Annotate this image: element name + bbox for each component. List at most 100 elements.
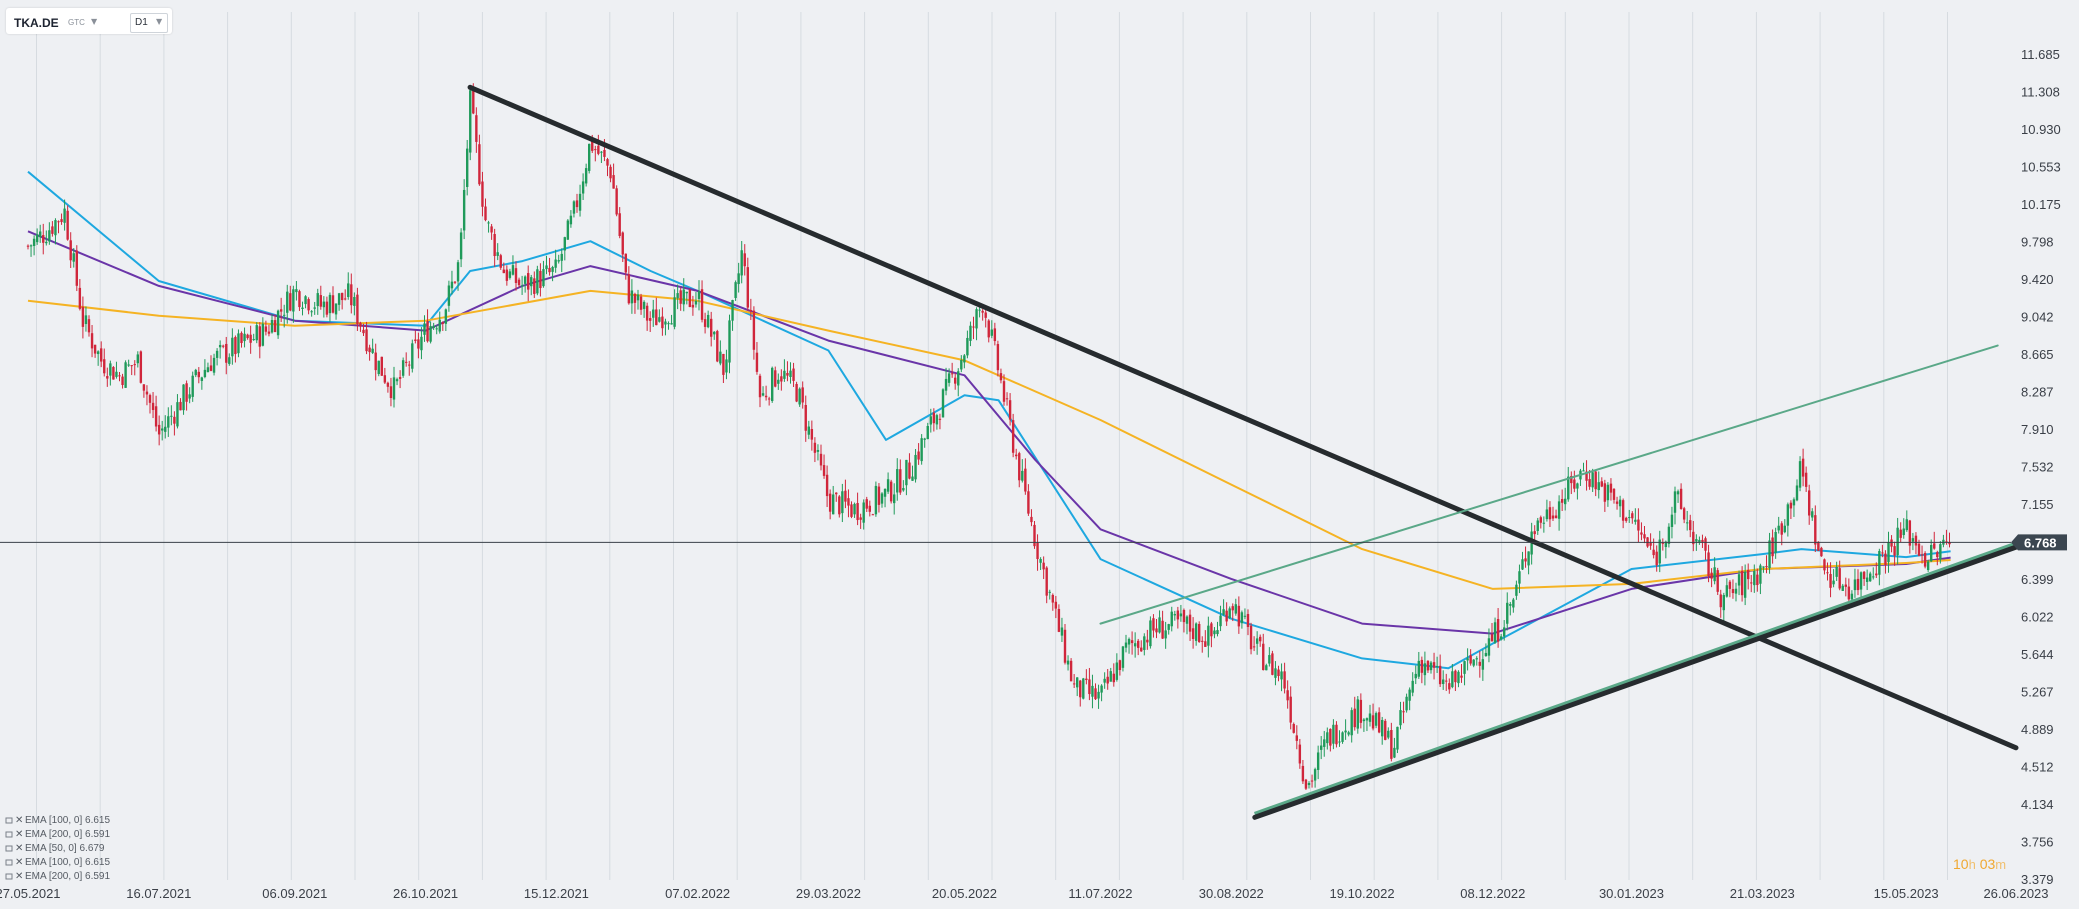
candle-body xyxy=(493,233,496,257)
candle-body xyxy=(719,351,722,364)
candle-body xyxy=(90,333,94,349)
candle-body xyxy=(1402,711,1405,713)
candle-body xyxy=(234,337,237,355)
candle-body xyxy=(1353,708,1356,728)
candle-body xyxy=(72,253,75,262)
candle-body xyxy=(1170,611,1173,627)
candle-body xyxy=(883,488,887,497)
candle-body xyxy=(697,291,701,300)
candle-body xyxy=(209,365,213,371)
candle-body xyxy=(1762,566,1765,568)
legend-row[interactable]: ✕ EMA [200, 0] 6.591 xyxy=(5,871,110,882)
candle-body xyxy=(539,270,542,289)
candle-body xyxy=(682,289,685,305)
chevron-down-icon[interactable]: ▼ xyxy=(156,17,163,26)
candle-body xyxy=(810,429,814,440)
legend-row[interactable]: ✕ EMA [200, 0] 6.591 xyxy=(5,829,110,840)
candle-body xyxy=(609,166,612,179)
trend-lines[interactable] xyxy=(467,84,2019,820)
candle-body xyxy=(649,318,652,321)
y-tick-label: 6.399 xyxy=(2021,572,2054,587)
chevron-down-icon[interactable]: ▼ xyxy=(91,17,98,26)
legend-row[interactable]: ✕ EMA [100, 0] 6.615 xyxy=(5,857,110,868)
close-icon[interactable]: ✕ xyxy=(15,815,23,826)
candle-body xyxy=(1719,594,1722,608)
candle-body xyxy=(1704,538,1707,551)
candle-body xyxy=(1277,669,1280,677)
candle-body xyxy=(1780,523,1783,535)
candle-body xyxy=(429,326,432,342)
candle-body xyxy=(1698,539,1701,543)
candle-body xyxy=(725,359,728,373)
candle-body xyxy=(554,259,557,268)
candle-body xyxy=(1420,659,1424,673)
channel-top-line[interactable] xyxy=(1099,344,1999,625)
symbol-label[interactable]: TKA.DE xyxy=(14,16,59,30)
candle-body xyxy=(1811,511,1814,518)
candle-body xyxy=(1115,662,1119,680)
downtrend-line[interactable] xyxy=(467,84,2019,751)
candle-body xyxy=(935,415,939,425)
candle-body xyxy=(328,294,332,314)
legend-row[interactable]: ✕ EMA [100, 0] 6.615 xyxy=(5,815,110,826)
candle-body xyxy=(1829,573,1832,588)
candle-body xyxy=(664,321,667,325)
candle-body xyxy=(1472,659,1475,666)
candle-body xyxy=(1826,572,1829,574)
candle-body xyxy=(1054,601,1058,609)
candle-body xyxy=(1945,541,1948,543)
candle-body xyxy=(1658,539,1661,564)
candle-body xyxy=(514,268,518,283)
y-axis[interactable]: 11.685 11.308 10.930 10.553 10.175 9.798 9.420… xyxy=(2021,47,2061,887)
candle-body xyxy=(978,309,981,311)
candle-body xyxy=(1524,558,1527,562)
candle-body xyxy=(990,329,993,336)
candle-body xyxy=(453,281,457,283)
candle-body xyxy=(1606,484,1610,501)
candle-body xyxy=(722,353,725,375)
candle-body xyxy=(371,348,374,353)
indicator-legend[interactable]: ✕ EMA [100, 0] 6.615 ✕ EMA [200, 0] 6.591 ✕ E… xyxy=(5,815,110,882)
candle-body xyxy=(286,291,289,313)
close-icon[interactable]: ✕ xyxy=(15,843,23,854)
legend-row[interactable]: ✕ EMA [50, 0] 6.679 xyxy=(5,843,105,854)
candle-timer: 10h 03m xyxy=(1953,856,2006,872)
uptrend-support-line[interactable] xyxy=(1252,544,2019,820)
candle-body xyxy=(1265,665,1268,671)
candle-body xyxy=(761,393,765,396)
timeframe-label[interactable]: D1 xyxy=(135,17,148,28)
settings-icon[interactable] xyxy=(5,817,13,824)
close-icon[interactable]: ✕ xyxy=(15,829,23,840)
candle-body xyxy=(1878,551,1881,575)
settings-icon[interactable] xyxy=(5,859,13,866)
candle-body xyxy=(566,220,570,240)
candle-body xyxy=(1228,608,1231,618)
x-axis[interactable]: 27.05.2021 16.07.2021 06.09.2021 26.10.2021… xyxy=(0,886,2049,901)
candle-body xyxy=(325,301,329,315)
candle-body xyxy=(914,454,917,480)
settings-icon[interactable] xyxy=(5,873,13,880)
candle-body xyxy=(133,364,136,366)
settings-icon[interactable] xyxy=(5,831,13,838)
close-icon[interactable]: ✕ xyxy=(15,871,23,882)
candle-body xyxy=(212,357,216,373)
candle-body xyxy=(1374,713,1378,726)
settings-icon[interactable] xyxy=(5,845,13,852)
candle-body xyxy=(1018,453,1021,481)
candle-body xyxy=(1207,625,1210,646)
candle-body xyxy=(1335,724,1338,745)
candle-body xyxy=(1243,615,1247,617)
timeframe-select[interactable] xyxy=(130,13,168,33)
candle-body xyxy=(1225,610,1228,622)
candle-body xyxy=(975,309,978,329)
close-icon[interactable]: ✕ xyxy=(15,857,23,868)
candle-body xyxy=(115,371,118,377)
candle-body xyxy=(1445,680,1448,682)
candle-body xyxy=(1460,675,1463,678)
candle-body xyxy=(48,230,51,242)
candle-body xyxy=(1411,680,1414,693)
candle-body xyxy=(1377,712,1381,733)
candle-body xyxy=(1176,610,1180,620)
candle-body xyxy=(847,498,850,506)
